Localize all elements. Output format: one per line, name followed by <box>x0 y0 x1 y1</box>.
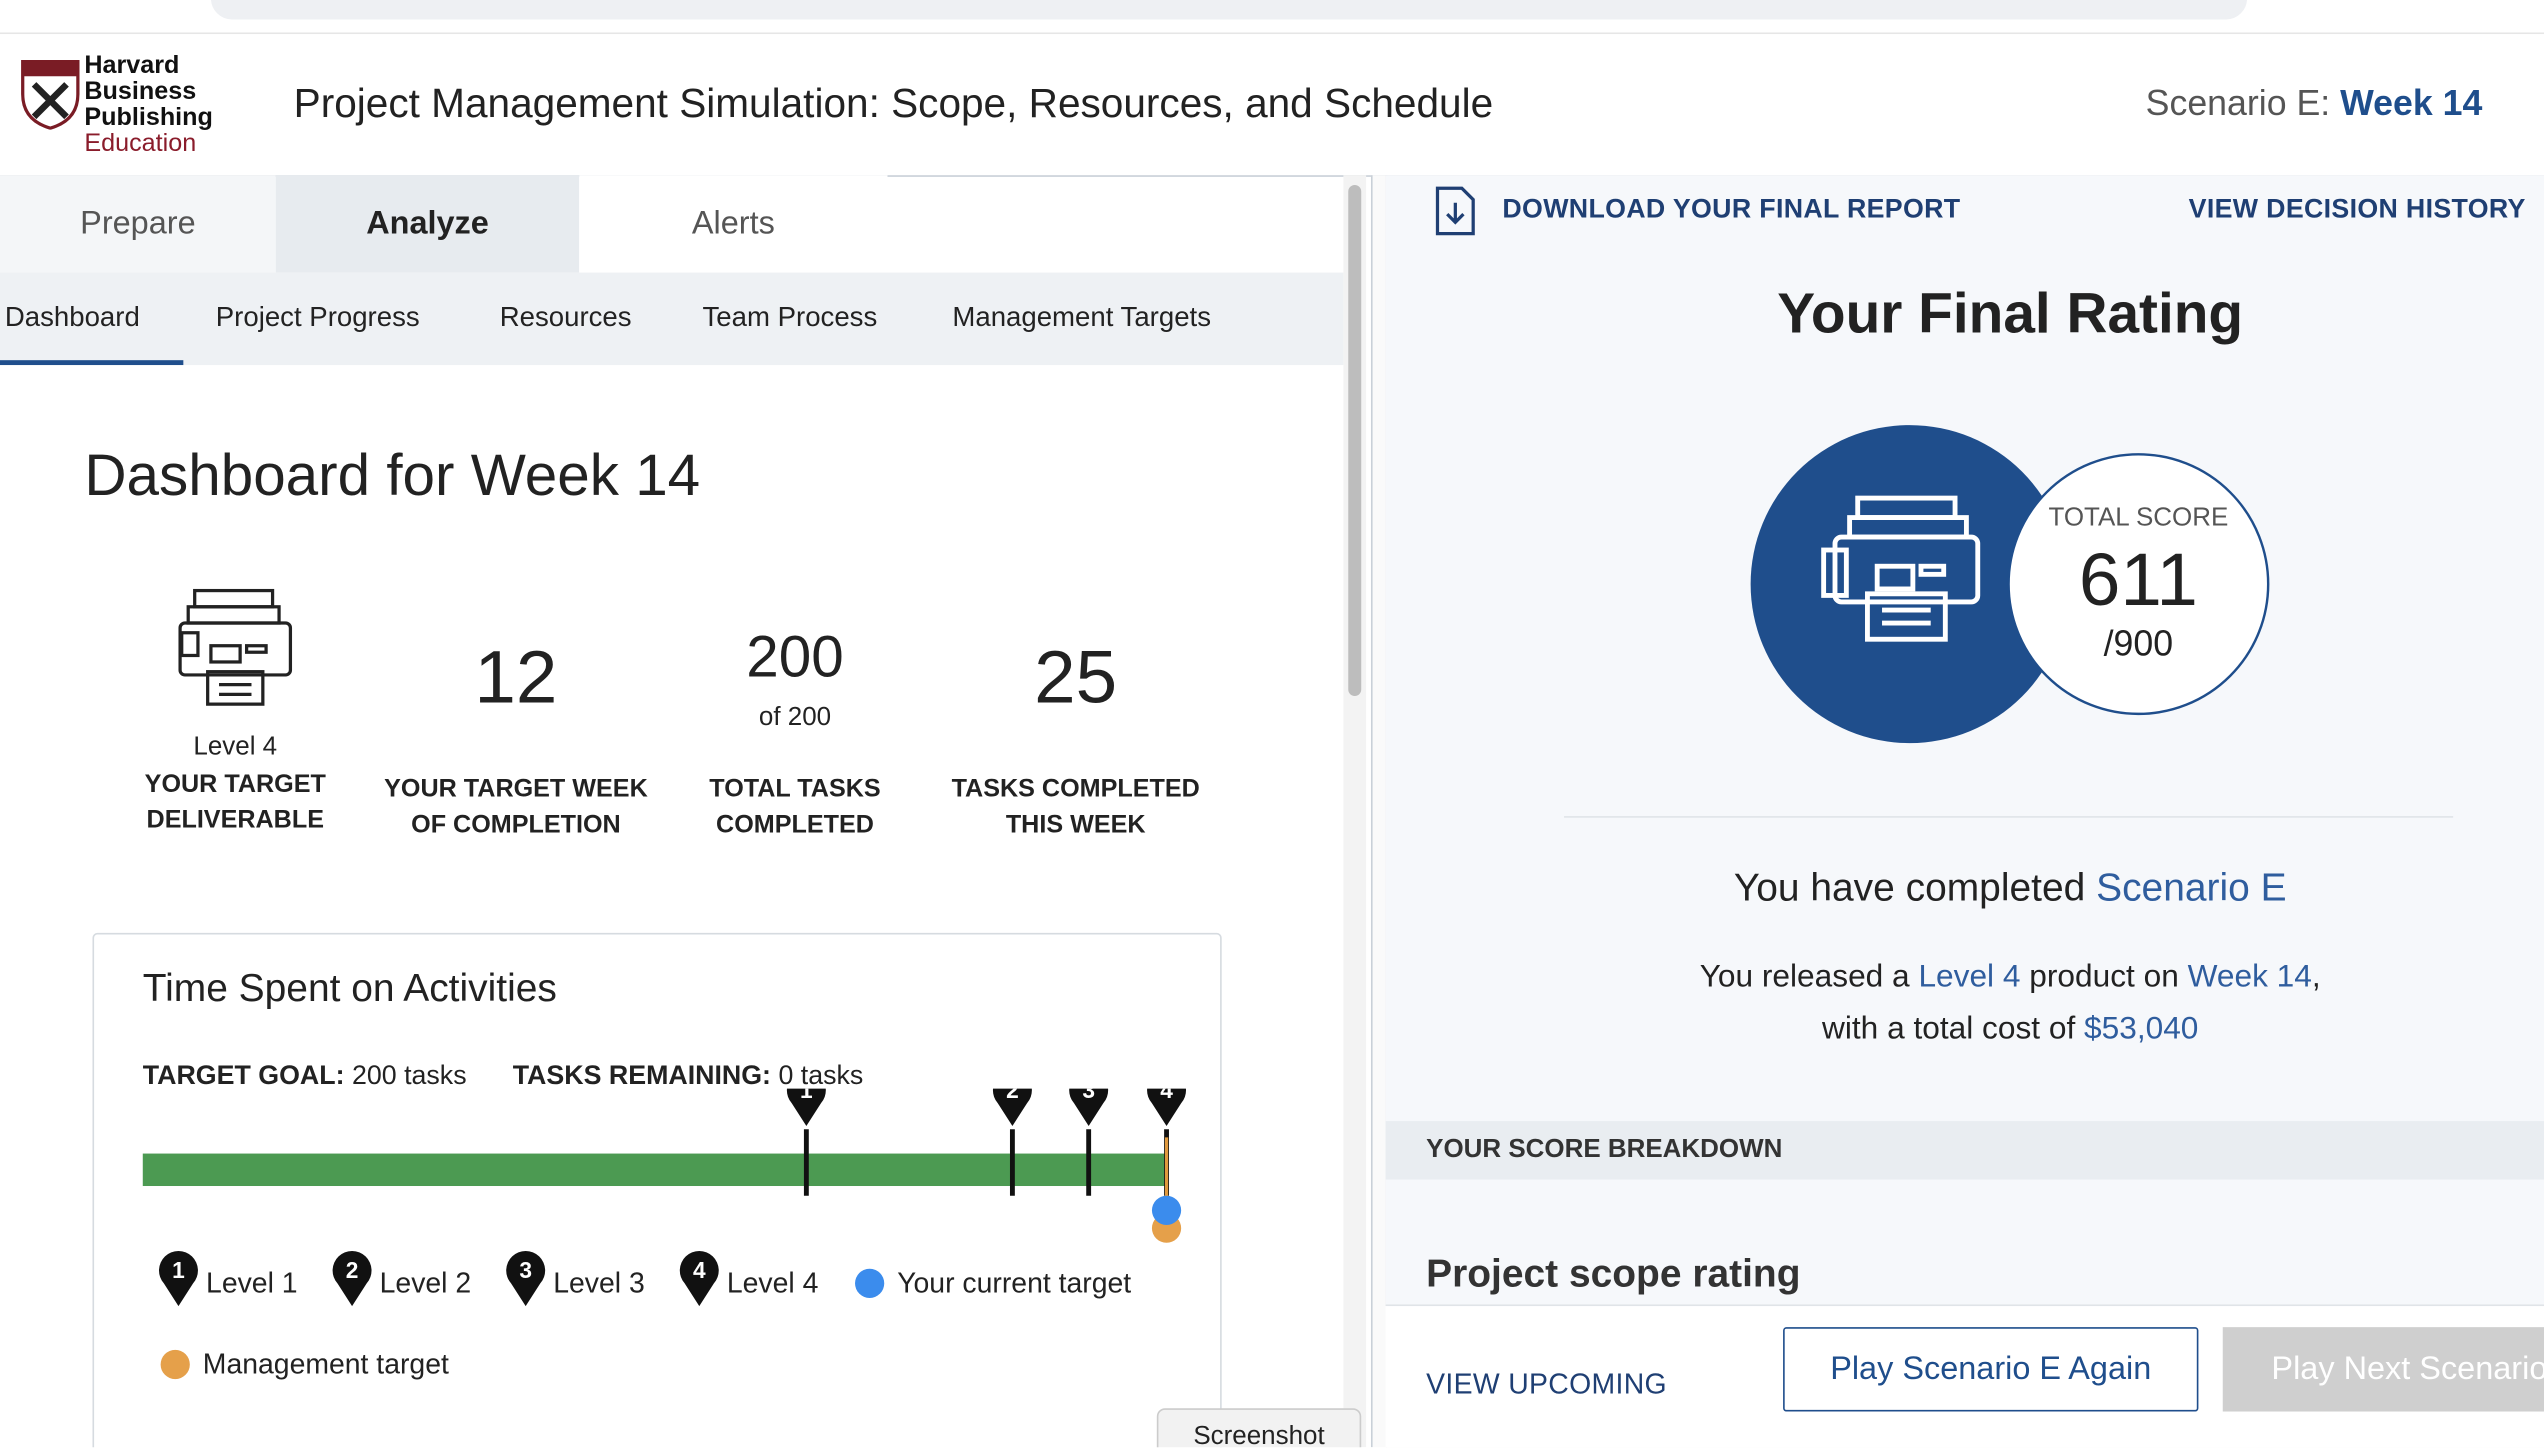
score-label: TOTAL SCORE <box>2048 504 2229 533</box>
pin-label: 2 <box>1006 1089 1019 1103</box>
legend-pin-label: 2 <box>346 1257 359 1283</box>
activities-card: Time Spent on Activities TARGET GOAL: 20… <box>92 932 1222 1448</box>
dashboard-heading: Dashboard for Week 14 <box>84 441 701 508</box>
remaining-value: 0 tasks <box>778 1061 864 1091</box>
tab[interactable]: Prepare <box>0 175 276 273</box>
play-again-button[interactable]: Play Scenario E Again <box>1783 1327 2199 1412</box>
logo-shield <box>21 60 80 130</box>
results-panel: DOWNLOAD YOUR FINAL REPORT VIEW DECISION… <box>1385 175 2544 1448</box>
rating-title: Your Final Rating <box>1777 282 2244 346</box>
stat-label: TASKS COMPLETED <box>951 775 1200 804</box>
printer-icon <box>178 588 293 706</box>
stat-label: YOUR TARGET WEEK <box>384 775 648 804</box>
stat-value: Level 4 <box>193 733 278 761</box>
stat-value: 25 <box>1034 634 1118 719</box>
stat-label: OF COMPLETION <box>411 811 621 839</box>
legend-label: Level 1 <box>206 1267 298 1299</box>
completed-scenario: Scenario E <box>2096 866 2287 911</box>
legend-label: Level 4 <box>727 1267 819 1299</box>
legend-pin-label: 4 <box>693 1257 706 1283</box>
breakdown-label: YOUR SCORE BREAKDOWN <box>1426 1135 1783 1164</box>
legend-dot <box>855 1268 885 1298</box>
footer-bar: VIEW UPCOMING Play Scenario E Again Play… <box>1385 1304 2544 1448</box>
pin-label: 3 <box>1082 1089 1095 1103</box>
tab-active[interactable]: Analyze <box>275 175 580 273</box>
legend-label: Level 2 <box>380 1267 472 1299</box>
pin <box>992 1088 1032 1126</box>
separator <box>1564 816 2454 818</box>
view-upcoming[interactable]: VIEW UPCOMING <box>1426 1367 1667 1401</box>
score: 611 <box>2078 537 2198 622</box>
legend-pin <box>332 1251 372 1307</box>
progress-graphic: 1 2 3 4 1 Level 1 2 Level 2 3 Level 3 4 Level 4 You… <box>142 1088 1187 1381</box>
pin <box>1069 1088 1109 1126</box>
stat-label: THIS WEEK <box>1005 811 1146 839</box>
subtab[interactable]: Project Progress <box>215 301 420 333</box>
stat-sub: of 200 <box>758 704 832 732</box>
url-box[interactable] <box>210 0 2248 20</box>
pin <box>1147 1088 1187 1126</box>
legend-pin <box>159 1251 198 1307</box>
current-target-dot <box>1151 1195 1182 1225</box>
play-next-button[interactable]: Play Next Scenario <box>2222 1327 2544 1412</box>
download-link[interactable]: DOWNLOAD YOUR FINAL REPORT <box>1502 194 1961 224</box>
logo-text: Education <box>84 129 197 158</box>
stat-value: 12 <box>474 634 558 719</box>
subtab[interactable]: Resources <box>499 301 632 333</box>
subtab[interactable]: Team Process <box>702 301 878 333</box>
breakdown-bar: YOUR SCORE BREAKDOWN <box>1385 1121 2544 1180</box>
stat-label: YOUR TARGET <box>144 770 326 799</box>
subtab-bar <box>0 272 1344 366</box>
legend-pin-label: 3 <box>519 1257 532 1283</box>
cost-text: with a total cost of <box>1822 1010 2076 1047</box>
legend-label: Level 3 <box>553 1267 645 1299</box>
released-week: Week 14 <box>2187 958 2312 995</box>
completed-text: You have completed <box>1733 866 2086 911</box>
card-title: Time Spent on Activities <box>142 966 557 1011</box>
scope-rating: Project scope rating <box>1426 1252 1801 1297</box>
score-badge <box>1750 425 2270 744</box>
app-title: Project Management Simulation: Scope, Re… <box>293 81 1494 127</box>
pin-label: 4 <box>1160 1089 1173 1103</box>
released-level: Level 4 <box>1918 958 2021 995</box>
scenario-label: Scenario E: <box>2145 82 2331 124</box>
progress-bar <box>142 1153 1169 1187</box>
legend-label: Your current target <box>897 1267 1131 1299</box>
legend-pin <box>679 1251 719 1307</box>
logo-text: Publishing <box>84 103 213 132</box>
punctuation: , <box>2311 958 2321 995</box>
scenario-week: Week 14 <box>2340 82 2483 124</box>
scrollbar[interactable] <box>1343 175 1367 1448</box>
browser-bar <box>0 0 2544 35</box>
legend-pin <box>506 1251 546 1307</box>
tooltip: Screenshot <box>1156 1408 1362 1448</box>
released-text: product on <box>2029 958 2179 995</box>
stat-label: TOTAL TASKS <box>709 775 881 804</box>
history-link[interactable]: VIEW DECISION HISTORY <box>2188 194 2526 224</box>
pin-label: 1 <box>800 1089 813 1103</box>
pin <box>786 1088 826 1126</box>
legend-pin-label: 1 <box>172 1257 185 1283</box>
logo-text: Harvard <box>84 51 180 80</box>
legend-label: Management target <box>203 1349 449 1381</box>
subtab[interactable]: Management Targets <box>952 301 1212 333</box>
score-max: /900 <box>2103 623 2174 664</box>
remaining-label: TASKS REMAINING: <box>512 1061 771 1091</box>
header: Harvard Business Publishing Education Pr… <box>0 32 2544 177</box>
legend-dot <box>160 1349 190 1380</box>
stat-value: 200 <box>746 623 844 690</box>
goal-value: 200 tasks <box>351 1061 467 1091</box>
tab[interactable]: Alerts <box>579 175 888 273</box>
released-text: You released a <box>1699 958 1910 995</box>
goal-label: TARGET GOAL: <box>142 1061 345 1091</box>
subtab-active[interactable]: Dashboard <box>0 273 184 366</box>
stat-label: COMPLETED <box>716 811 874 839</box>
scroll-thumb[interactable] <box>1348 184 1362 697</box>
stat-label: DELIVERABLE <box>146 806 324 834</box>
download-icon <box>1435 186 1475 236</box>
cost: $53,040 <box>2084 1010 2199 1047</box>
logo-text: Business <box>84 77 197 106</box>
